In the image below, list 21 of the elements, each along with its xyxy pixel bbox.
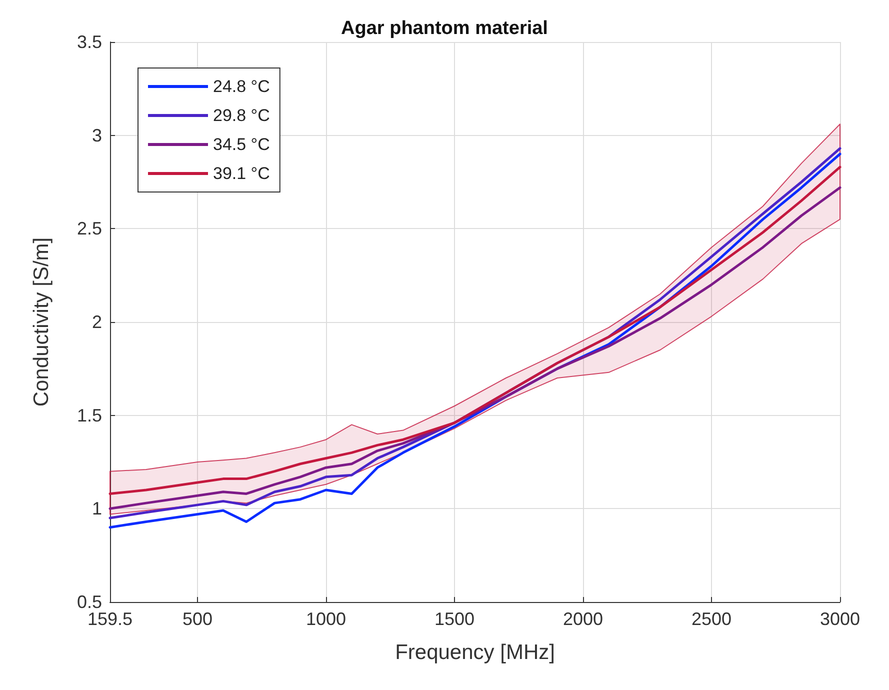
x-tick-label: 2500 xyxy=(691,609,732,629)
y-tick-label: 1.5 xyxy=(76,405,102,426)
legend-label: 39.1 °C xyxy=(213,164,270,183)
y-tick-label: 3.5 xyxy=(76,32,102,52)
x-tick-label: 1500 xyxy=(434,609,475,629)
y-tick-label: 3 xyxy=(92,125,102,146)
legend-label: 24.8 °C xyxy=(213,77,270,96)
chart-title: Agar phantom material xyxy=(341,18,548,39)
y-tick-label: 1 xyxy=(92,498,102,519)
legend-label: 29.8 °C xyxy=(213,106,270,125)
y-tick-label: 0.5 xyxy=(76,592,102,612)
y-tick-label: 2 xyxy=(92,312,102,332)
x-tick-label: 2000 xyxy=(562,609,604,629)
x-tick-label: 3000 xyxy=(820,609,860,629)
x-axis-title: Frequency [MHz] xyxy=(395,641,555,664)
y-tick-label: 2.5 xyxy=(76,218,102,239)
x-tick-label: 159.5 xyxy=(87,609,133,629)
y-axis-title: Conductivity [S/m] xyxy=(30,237,53,407)
x-tick-label: 500 xyxy=(182,609,213,629)
x-tick-label: 1000 xyxy=(306,609,346,629)
legend-label: 34.5 °C xyxy=(213,135,270,154)
